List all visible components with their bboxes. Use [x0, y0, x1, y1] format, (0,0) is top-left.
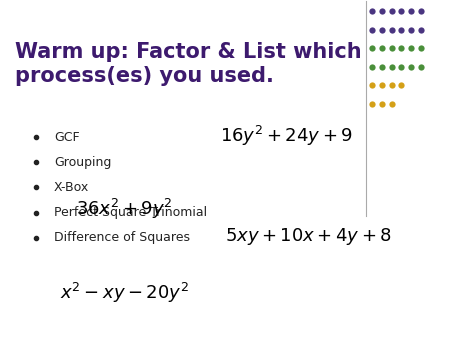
Text: Difference of Squares: Difference of Squares	[54, 231, 190, 244]
Text: $36x^2+9y^2$: $36x^2+9y^2$	[76, 197, 173, 221]
Text: GCF: GCF	[54, 131, 80, 144]
Text: $x^2-xy-20y^2$: $x^2-xy-20y^2$	[60, 281, 189, 305]
Text: $16y^2+24y+9$: $16y^2+24y+9$	[220, 123, 353, 147]
Text: Grouping: Grouping	[54, 156, 112, 169]
Text: Perfect Square Trinomial: Perfect Square Trinomial	[54, 206, 207, 219]
Text: X-Box: X-Box	[54, 181, 89, 194]
Text: $5xy+10x+4y+8$: $5xy+10x+4y+8$	[225, 225, 392, 246]
Text: Warm up: Factor & List which
process(es) you used.: Warm up: Factor & List which process(es)…	[14, 42, 361, 87]
